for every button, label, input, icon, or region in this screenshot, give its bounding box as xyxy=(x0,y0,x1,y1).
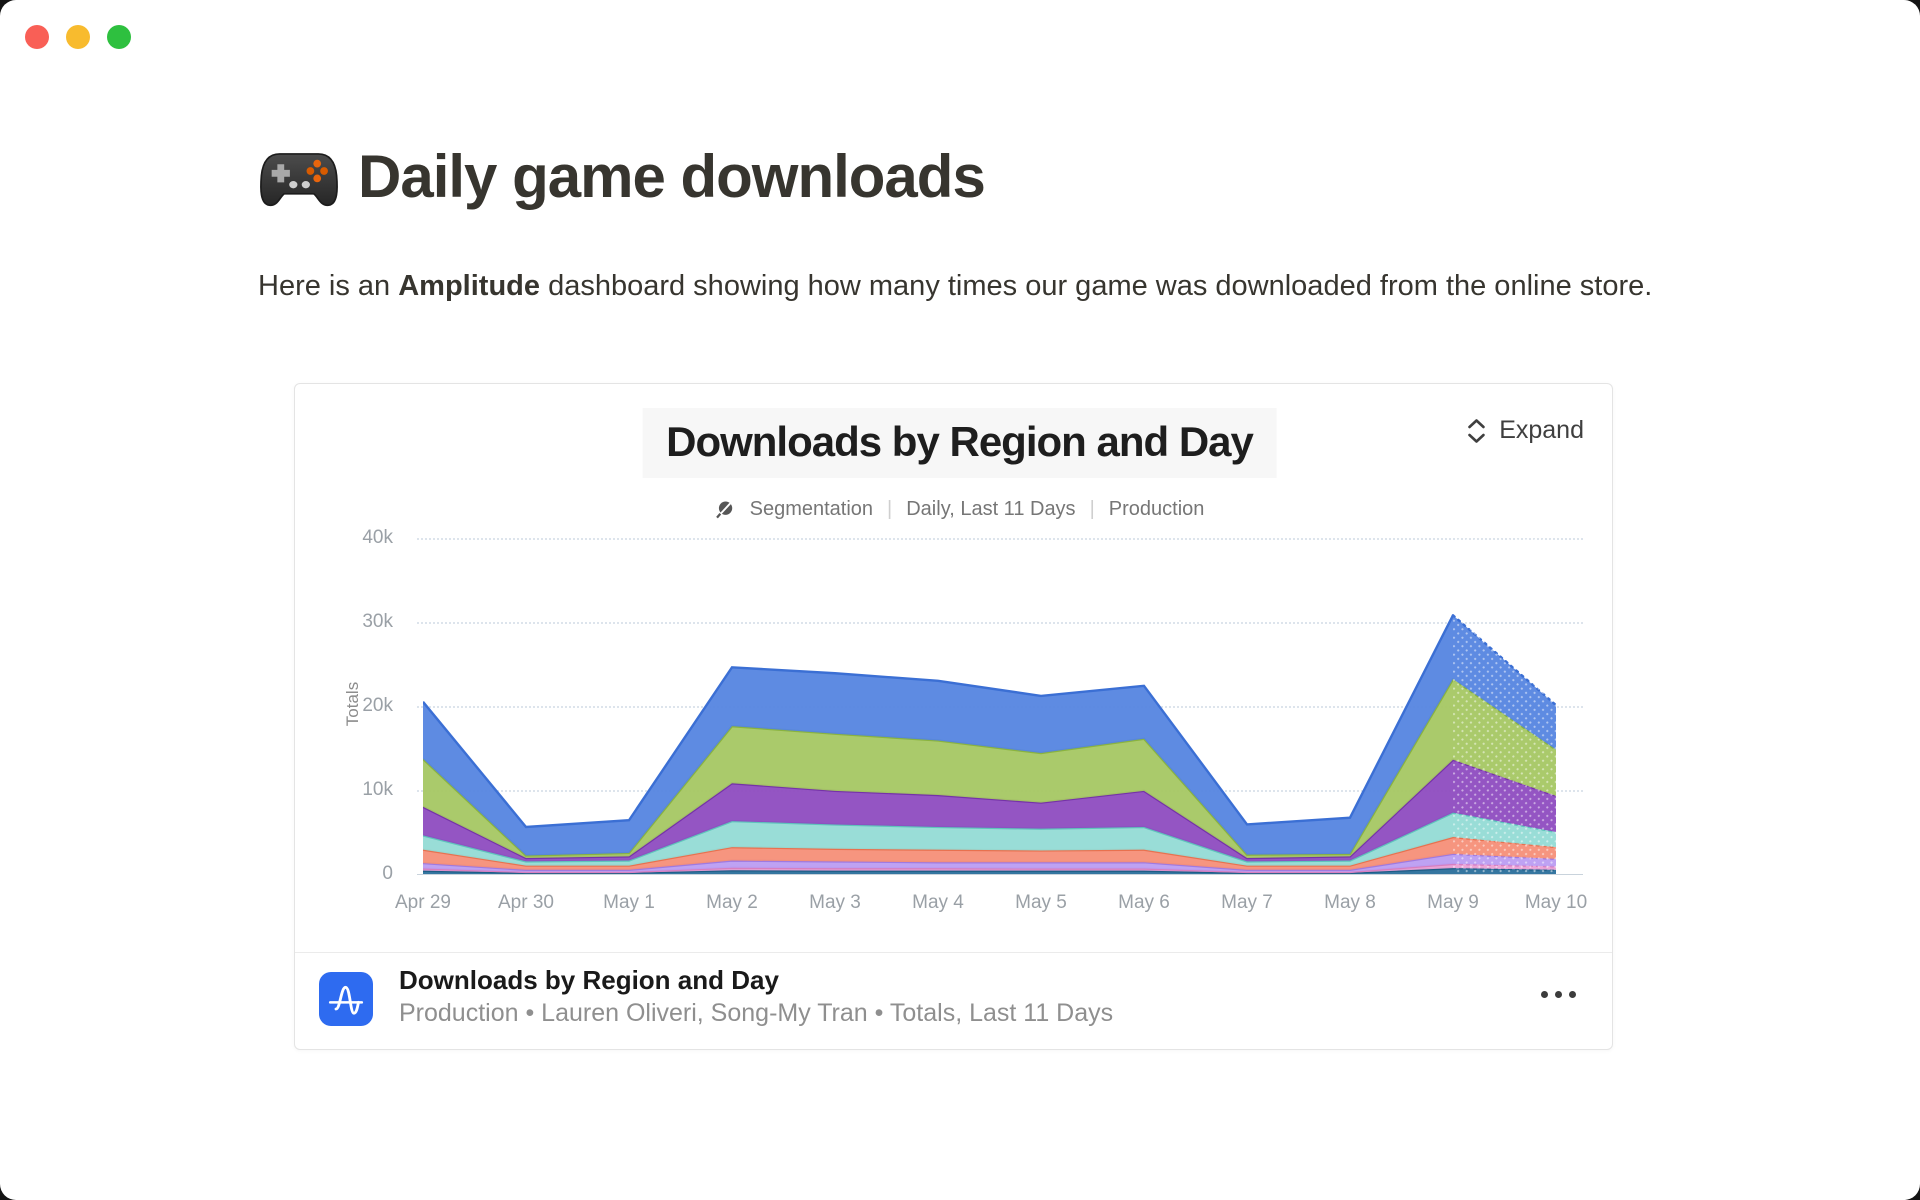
minimize-window-button[interactable] xyxy=(66,25,90,49)
page-title: Daily game downloads xyxy=(358,143,986,210)
area-series-4 xyxy=(423,837,1556,870)
embed-footer-title: Downloads by Region and Day xyxy=(399,965,779,995)
gridline-40k xyxy=(417,538,1583,540)
meta-separator: | xyxy=(1089,498,1095,520)
close-window-button[interactable] xyxy=(25,25,49,49)
chart-range-label: Daily, Last 11 Days xyxy=(906,498,1076,520)
x-tick-label: May 1 xyxy=(603,892,655,913)
chart-title: Downloads by Region and Day xyxy=(666,418,1254,465)
chart-meta-row: Segmentation | Daily, Last 11 Days | Pro… xyxy=(715,498,1205,521)
expand-button[interactable]: Expand xyxy=(1466,416,1584,445)
intro-text-bold: Amplitude xyxy=(398,270,541,302)
embed-footer[interactable]: Downloads by Region and Day Production •… xyxy=(295,952,1612,1049)
embed-footer-subtitle: Production • Lauren Oliveri, Song-My Tra… xyxy=(399,999,1114,1027)
x-tick-label: May 8 xyxy=(1324,892,1376,913)
x-tick-label: May 9 xyxy=(1427,892,1479,913)
ellipsis-icon xyxy=(1555,991,1562,998)
zoom-window-button[interactable] xyxy=(107,25,131,49)
x-tick-label: May 10 xyxy=(1524,892,1588,913)
ellipsis-icon xyxy=(1541,991,1548,998)
x-tick-label: May 4 xyxy=(912,892,964,913)
chart-type-label: Segmentation xyxy=(749,498,874,520)
chart-title-box: Downloads by Region and Day xyxy=(642,408,1277,478)
gridline-0 xyxy=(417,874,1583,875)
expand-label: Expand xyxy=(1499,416,1584,444)
intro-text-1: Here is an xyxy=(258,270,399,302)
x-tick-label: May 7 xyxy=(1221,892,1273,913)
x-tick-label: May 5 xyxy=(1015,892,1067,913)
game-controller-icon xyxy=(260,152,338,206)
x-tick-label: May 3 xyxy=(809,892,861,913)
y-tick-label: 0 xyxy=(382,863,393,884)
amplitude-logo-icon xyxy=(319,972,373,1026)
segmentation-icon xyxy=(715,501,732,519)
gridline-30k xyxy=(417,622,1583,624)
x-tick-label: Apr 30 xyxy=(498,892,554,913)
y-tick-label: 40k xyxy=(362,527,393,548)
intro-text-2: dashboard showing how many times our gam… xyxy=(540,270,1653,302)
x-tick-label: May 6 xyxy=(1118,892,1170,913)
x-tick-label: May 2 xyxy=(706,892,758,913)
y-tick-label: 30k xyxy=(362,611,393,632)
window-controls xyxy=(25,25,131,49)
y-tick-label: 20k xyxy=(362,695,393,716)
area-series-7 xyxy=(423,679,1556,859)
intro-paragraph: Here is an Amplitude dashboard showing h… xyxy=(258,262,1668,310)
amplitude-embed-card: Downloads by Region and Day Segmentation… xyxy=(294,383,1613,1050)
area-series-8 xyxy=(423,615,1556,856)
ellipsis-icon xyxy=(1569,991,1576,998)
chart-env-label: Production xyxy=(1108,498,1205,520)
more-options-button[interactable] xyxy=(1533,983,1584,1006)
area-series-5 xyxy=(423,812,1556,866)
stacked-area-chart[interactable] xyxy=(423,538,1556,874)
y-tick-label: 10k xyxy=(362,779,393,800)
chevron-up-down-icon xyxy=(1468,418,1486,443)
page-title-row: Daily game downloads xyxy=(258,142,986,211)
meta-separator: | xyxy=(887,498,893,520)
x-tick-label: Apr 29 xyxy=(395,892,451,913)
area-series-6 xyxy=(423,759,1556,862)
